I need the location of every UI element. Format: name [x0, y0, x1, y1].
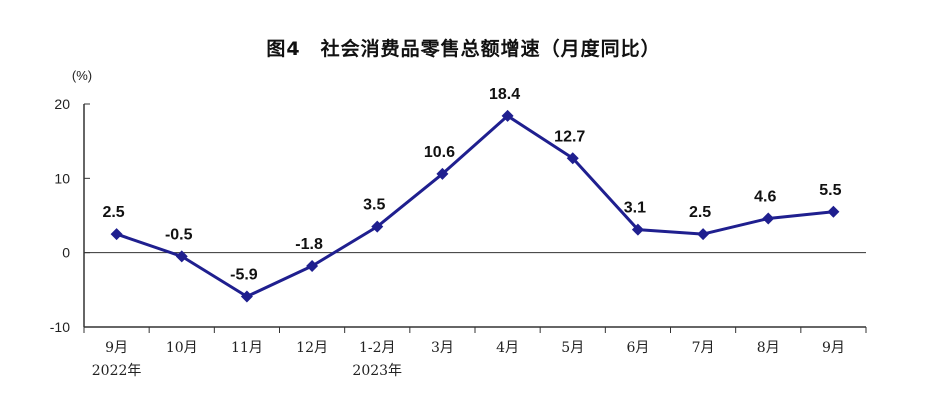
- y-tick-label: 0: [62, 245, 70, 261]
- data-label: 5.5: [819, 182, 841, 199]
- y-unit-label: (%): [72, 68, 92, 83]
- data-point-marker: [371, 220, 384, 233]
- data-point-marker: [631, 223, 644, 236]
- series: [110, 109, 840, 303]
- data-label: 12.7: [554, 128, 585, 145]
- data-point-marker: [306, 260, 319, 273]
- data-point-marker: [110, 228, 123, 241]
- x-year-label: 2023年: [352, 363, 402, 379]
- data-point-marker: [762, 212, 775, 225]
- x-tick-label: 11月: [231, 340, 263, 356]
- data-label: 18.4: [489, 86, 520, 103]
- data-point-marker: [566, 152, 579, 165]
- y-axis-ticks: 20 10 0 -10 (%): [50, 68, 92, 335]
- x-tick-label: 6月: [626, 340, 649, 356]
- data-point-marker: [501, 109, 514, 122]
- y-tick-label: 10: [54, 170, 70, 186]
- data-label: -0.5: [165, 226, 193, 243]
- x-tick-label: 10月: [166, 340, 198, 356]
- x-tick-label: 4月: [496, 340, 519, 356]
- data-point-marker: [175, 250, 188, 263]
- chart-title: 图4 社会消费品零售总额增速（月度同比）: [266, 38, 661, 60]
- x-axis-ticks: 9月 10月 11月 12月 1-2月 3月 4月 5月 6月 7月 8月 9月 2022年 2023年: [92, 340, 845, 379]
- data-label: -1.8: [295, 236, 323, 253]
- x-tick-label: 5月: [561, 340, 584, 356]
- data-label: -5.9: [230, 267, 258, 284]
- data-point-marker: [436, 167, 449, 180]
- x-tick-label: 9月: [822, 340, 845, 356]
- x-tick-label: 3月: [431, 340, 454, 356]
- series-line: [116, 114, 834, 298]
- data-point-marker: [697, 228, 710, 241]
- y-tick-label: 20: [54, 96, 70, 112]
- data-label: 2.5: [102, 204, 124, 221]
- x-tick-label: 1-2月: [359, 340, 396, 356]
- x-tick-label: 7月: [692, 340, 715, 356]
- data-label: 10.6: [424, 144, 455, 161]
- data-label: 3.5: [363, 197, 385, 214]
- data-label: 3.1: [624, 200, 646, 217]
- data-point-marker: [827, 205, 840, 218]
- axes: [83, 104, 867, 333]
- x-tick-label: 9月: [105, 340, 128, 356]
- y-tick-label: -10: [50, 319, 70, 335]
- x-year-label: 2022年: [92, 363, 142, 379]
- x-tick-label: 12月: [296, 340, 328, 356]
- data-label: 2.5: [689, 204, 711, 221]
- x-tick-label: 8月: [757, 340, 780, 356]
- data-labels: 2.5 -0.5 -5.9 -1.8 3.5 10.6 18.4 12.7 3.1 2.5 4.6 5…: [102, 86, 841, 284]
- data-label: 4.6: [754, 188, 776, 205]
- data-point-marker: [240, 290, 253, 303]
